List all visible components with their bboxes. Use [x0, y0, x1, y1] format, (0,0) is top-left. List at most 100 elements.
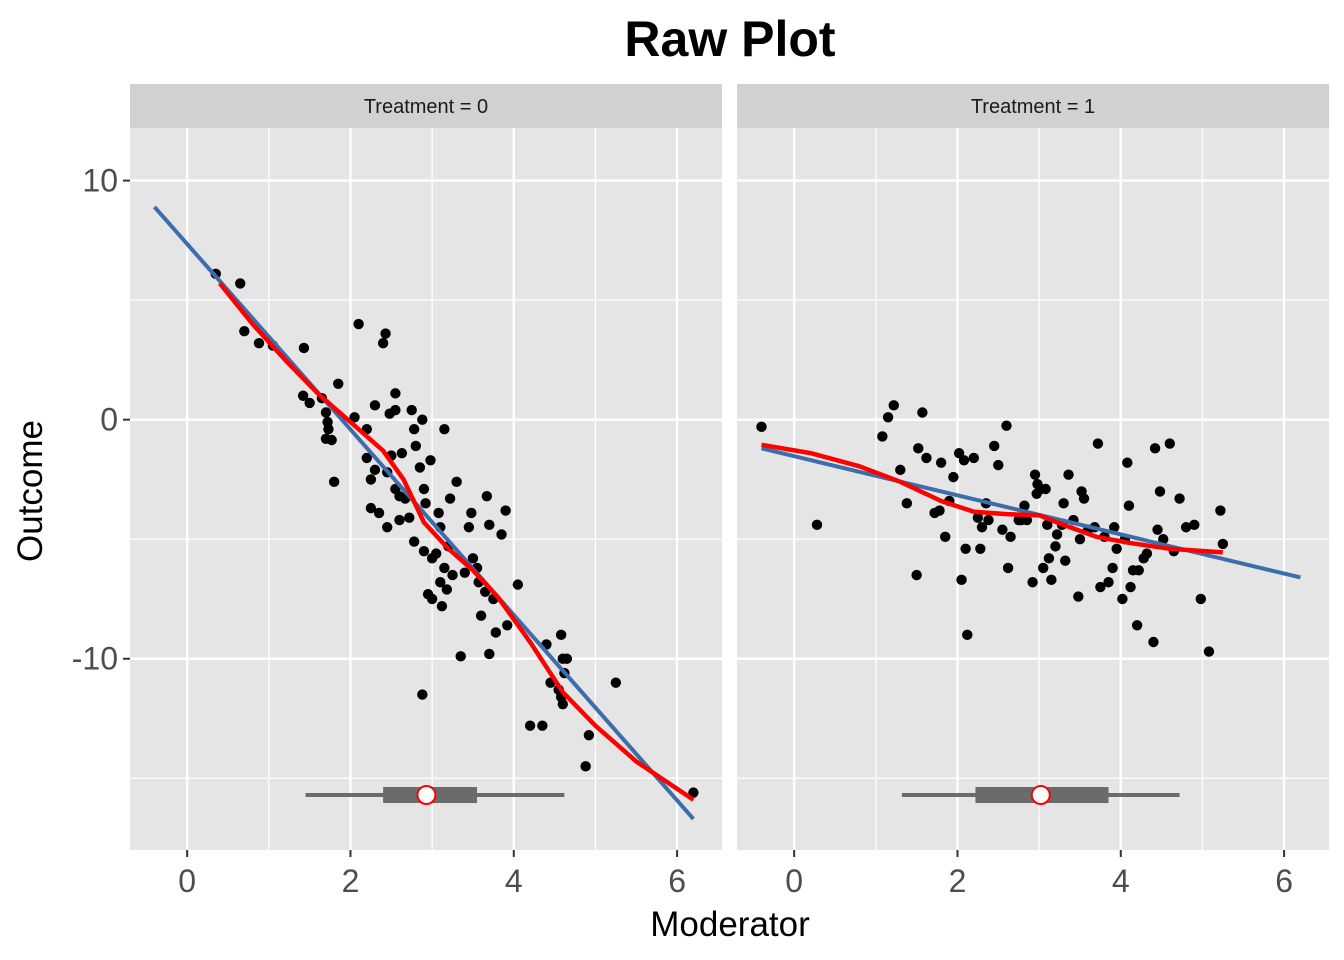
gridlines — [737, 128, 1329, 850]
facet-panels: 10 0 -10 Treatment = 0 0 2 4 6 Treatment = 1 0 2 4 6 — [72, 84, 1329, 899]
facet-panel-1: Treatment = 1 0 2 4 6 — [737, 84, 1329, 899]
data-point — [960, 543, 971, 554]
y-axis-title: Outcome — [11, 420, 50, 562]
x-axis: 0 2 4 6 — [178, 850, 686, 899]
data-point — [365, 474, 377, 485]
data-point — [1125, 581, 1136, 593]
data-point — [524, 720, 536, 731]
data-point — [439, 562, 450, 574]
facet-strip-label: Treatment = 1 — [971, 96, 1095, 118]
data-point — [441, 584, 453, 595]
x-tick-label: 4 — [505, 863, 523, 899]
gridlines — [130, 128, 722, 850]
data-point — [983, 514, 994, 526]
data-point — [913, 443, 924, 454]
data-point — [297, 390, 309, 401]
data-point — [1019, 500, 1030, 511]
data-point — [408, 424, 420, 435]
linear-fit-line — [152, 205, 695, 821]
data-point — [417, 414, 428, 425]
data-point — [369, 464, 381, 476]
x-axis-title: Moderator — [650, 905, 810, 944]
data-point — [1058, 498, 1069, 509]
data-point — [580, 761, 591, 772]
x-axis: 0 2 4 6 — [785, 850, 1293, 899]
data-point — [968, 452, 979, 464]
data-point — [253, 337, 265, 349]
loess-fit-line — [218, 281, 695, 802]
data-point — [1141, 548, 1153, 559]
chart-title: Raw Plot — [624, 11, 835, 67]
data-point — [1122, 457, 1133, 468]
data-point — [1148, 636, 1159, 648]
data-point — [1046, 574, 1057, 586]
data-point — [481, 490, 493, 502]
data-point — [444, 493, 456, 504]
data-point — [1050, 541, 1061, 552]
loess-fit-line — [761, 442, 1223, 555]
data-point — [1002, 562, 1014, 574]
data-point — [1180, 522, 1192, 533]
data-point — [418, 545, 430, 557]
data-point — [496, 529, 507, 540]
data-point — [940, 531, 951, 543]
data-point — [417, 689, 428, 700]
data-point — [304, 397, 315, 409]
data-point — [408, 536, 420, 547]
data-point — [583, 730, 595, 741]
data-point — [1133, 565, 1144, 576]
data-point — [1103, 577, 1114, 588]
x-tick-label: 0 — [785, 863, 803, 899]
data-point — [373, 507, 385, 519]
data-point — [1060, 555, 1071, 566]
facet-strip-label: Treatment = 0 — [364, 96, 488, 118]
data-point — [1174, 493, 1185, 504]
data-point — [390, 404, 401, 416]
data-point — [333, 378, 344, 390]
data-point — [239, 326, 250, 337]
x-tick-label: 6 — [668, 863, 686, 899]
data-point — [390, 388, 401, 399]
data-point — [921, 452, 932, 464]
data-point — [426, 593, 438, 605]
data-point — [425, 455, 436, 466]
data-point — [1001, 420, 1012, 431]
data-point — [975, 543, 986, 554]
data-point — [1042, 519, 1053, 531]
data-point — [380, 328, 391, 339]
data-point — [326, 434, 337, 446]
data-point — [418, 483, 430, 495]
facet-panel-0: Treatment = 0 0 2 4 6 — [130, 84, 722, 899]
data-point — [1005, 531, 1016, 543]
data-point — [1021, 514, 1033, 526]
data-point — [467, 553, 479, 564]
data-point — [882, 412, 894, 423]
data-point — [394, 514, 405, 526]
data-point — [1073, 591, 1084, 602]
data-point — [1217, 538, 1229, 550]
data-point — [895, 464, 906, 476]
data-point — [320, 407, 332, 418]
data-point — [1092, 438, 1104, 449]
data-point — [328, 476, 340, 488]
data-point — [688, 787, 699, 798]
data-point — [993, 459, 1004, 471]
data-point — [1123, 500, 1135, 511]
data-point — [610, 677, 622, 688]
data-point — [410, 440, 421, 452]
x-tick-label: 4 — [1112, 863, 1130, 899]
data-point — [1215, 505, 1226, 516]
data-point — [361, 452, 372, 464]
data-point — [1078, 493, 1090, 504]
panel-background — [737, 128, 1329, 850]
data-point — [1152, 524, 1163, 535]
data-point — [451, 476, 462, 488]
data-point — [934, 505, 945, 516]
data-point — [877, 431, 888, 442]
data-point — [431, 548, 442, 559]
boxplot-median-marker — [1030, 785, 1051, 806]
data-point — [1164, 438, 1175, 449]
y-tick-label: 0 — [100, 402, 118, 438]
data-point — [484, 648, 495, 660]
data-point — [1029, 469, 1041, 480]
